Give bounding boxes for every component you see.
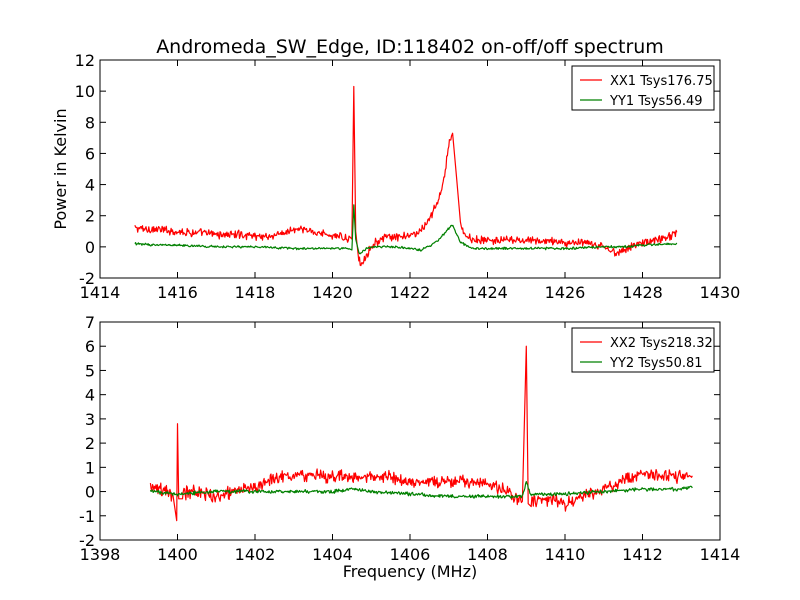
x-tick-label: 1422 bbox=[390, 283, 431, 302]
y-tick-label: 5 bbox=[85, 361, 95, 380]
y-tick-label: 8 bbox=[85, 113, 95, 132]
legend-entry-label: YY2 Tsys50.81 bbox=[609, 356, 703, 371]
y-tick-label: 3 bbox=[85, 410, 95, 429]
plot-panels: 1414 1416 1418 1420 1422 1424 1426 1428 1430-202… bbox=[75, 51, 741, 564]
legend: XX2 Tsys218.32 YY2 Tsys50.81 bbox=[571, 327, 715, 373]
x-tick-label: 1410 bbox=[545, 545, 586, 564]
x-tick-label: 1402 bbox=[235, 545, 276, 564]
series-group bbox=[134, 85, 678, 267]
y-tick-label: 12 bbox=[75, 51, 95, 70]
legend-entry-label: XX1 Tsys176.75 bbox=[610, 74, 713, 89]
chart-title: Andromeda_SW_Edge, ID:118402 on-off/off … bbox=[156, 36, 664, 58]
x-tick-label: 1418 bbox=[235, 283, 276, 302]
x-tick-label: 1426 bbox=[545, 283, 586, 302]
series-line-2 bbox=[134, 204, 678, 255]
x-tick-label: 1398 bbox=[80, 545, 121, 564]
x-tick-label: 1408 bbox=[467, 545, 508, 564]
x-tick-label: 1414 bbox=[700, 545, 741, 564]
y-tick-label: 2 bbox=[85, 434, 95, 453]
x-tick-label: 1406 bbox=[390, 545, 431, 564]
x-tick-label: 1420 bbox=[312, 283, 353, 302]
series-line-2 bbox=[149, 481, 693, 499]
x-tick-label: 1404 bbox=[312, 545, 353, 564]
series-group bbox=[149, 345, 693, 522]
legend-entry-label: YY1 Tsys56.49 bbox=[609, 94, 703, 109]
x-tick-label: 1430 bbox=[700, 283, 741, 302]
x-tick-label: 1416 bbox=[157, 283, 198, 302]
y-tick-label: -2 bbox=[79, 531, 95, 550]
legend-box bbox=[571, 65, 715, 111]
chart-panel-1: 1414 1416 1418 1420 1422 1424 1426 1428 1430 -2 0 2… bbox=[75, 51, 741, 302]
series-line-1 bbox=[134, 85, 678, 267]
y-tick-label: 6 bbox=[85, 337, 95, 356]
x-tick-label: 1414 bbox=[80, 283, 121, 302]
y-tick-label: 6 bbox=[85, 144, 95, 163]
y-tick-label: 1 bbox=[85, 458, 95, 477]
y-tick-label: 2 bbox=[85, 207, 95, 226]
x-tick-label: 1400 bbox=[157, 545, 198, 564]
y-tick-label: 0 bbox=[85, 238, 95, 257]
legend-entry-label: XX2 Tsys218.32 bbox=[610, 336, 713, 351]
y-tick-label: 7 bbox=[85, 313, 95, 332]
y-tick-label: 0 bbox=[85, 483, 95, 502]
y-tick-label: 10 bbox=[75, 82, 95, 101]
y-tick-label: 4 bbox=[85, 386, 95, 405]
legend-box bbox=[571, 327, 715, 373]
x-axis-label: Frequency (MHz) bbox=[343, 562, 477, 581]
y-tick-label: -2 bbox=[79, 269, 95, 288]
x-tick-label: 1424 bbox=[467, 283, 508, 302]
chart-panel-2: 1398 1400 1402 1404 1406 1408 1410 1412 1414-2-1… bbox=[79, 313, 740, 564]
series-line-1 bbox=[149, 345, 693, 522]
y-tick-label: 4 bbox=[85, 176, 95, 195]
x-tick-label: 1428 bbox=[622, 283, 663, 302]
y-tick-label: -1 bbox=[79, 507, 95, 526]
y-axis-label: Power in Kelvin bbox=[51, 108, 70, 229]
legend: XX1 Tsys176.75 YY1 Tsys56.49 bbox=[571, 65, 715, 111]
x-tick-label: 1412 bbox=[622, 545, 663, 564]
